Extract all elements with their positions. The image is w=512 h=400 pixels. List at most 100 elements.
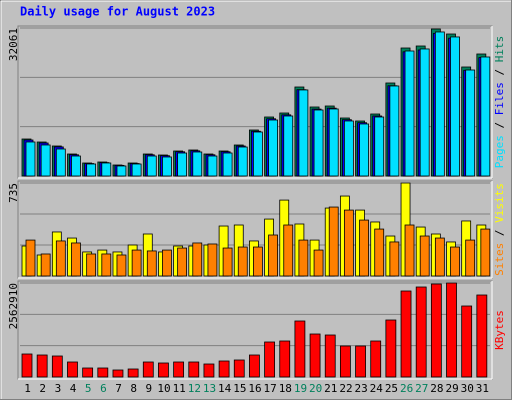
bar bbox=[339, 345, 351, 378]
bar bbox=[21, 353, 33, 378]
bar bbox=[313, 109, 324, 177]
bar bbox=[434, 31, 445, 177]
bar bbox=[385, 319, 397, 378]
x-tick-label: 4 bbox=[70, 382, 77, 395]
bar bbox=[86, 163, 97, 177]
bar bbox=[434, 237, 445, 277]
bar bbox=[25, 141, 36, 177]
bar bbox=[203, 363, 215, 378]
y-tick-label: 2562910 bbox=[7, 283, 20, 329]
legend: Sites / Visits bbox=[493, 183, 506, 276]
bar bbox=[268, 234, 278, 277]
bar bbox=[298, 239, 309, 277]
bar bbox=[324, 334, 336, 378]
bar bbox=[101, 162, 112, 177]
legend: KBytes bbox=[493, 310, 506, 350]
bar bbox=[294, 320, 306, 378]
x-tick-label: 6 bbox=[100, 382, 107, 395]
x-tick-label: 18 bbox=[279, 382, 292, 395]
x-tick-label: 1 bbox=[24, 382, 31, 395]
bar bbox=[415, 286, 427, 378]
x-tick-label: 19 bbox=[294, 382, 307, 395]
bar bbox=[389, 241, 400, 277]
bar bbox=[343, 120, 354, 177]
legend-separator: / bbox=[493, 115, 506, 135]
bar bbox=[222, 152, 233, 177]
bar bbox=[222, 247, 233, 277]
bar bbox=[279, 340, 291, 378]
bar bbox=[253, 131, 263, 177]
bar bbox=[370, 340, 382, 378]
x-tick-label: 29 bbox=[445, 382, 458, 395]
bar bbox=[450, 36, 460, 177]
x-tick-label: 15 bbox=[233, 382, 246, 395]
bar bbox=[131, 249, 142, 277]
bar bbox=[55, 148, 66, 177]
bar bbox=[40, 253, 51, 277]
bar bbox=[313, 249, 324, 277]
bar bbox=[192, 242, 203, 277]
legend-entry: Pages bbox=[493, 135, 506, 168]
bar bbox=[142, 361, 154, 378]
bar bbox=[355, 345, 366, 378]
x-tick-label: 5 bbox=[85, 382, 92, 395]
x-tick-label: 20 bbox=[309, 382, 322, 395]
x-tick-label: 8 bbox=[130, 382, 137, 395]
x-tick-label: 9 bbox=[146, 382, 153, 395]
x-tick-label: 14 bbox=[218, 382, 232, 395]
bar bbox=[116, 254, 127, 277]
bar bbox=[177, 152, 188, 177]
bar bbox=[188, 361, 200, 378]
chart-title: Daily usage for August 2023 bbox=[20, 5, 215, 19]
bar bbox=[162, 156, 172, 177]
bar bbox=[283, 115, 294, 177]
bar bbox=[476, 294, 488, 378]
bar bbox=[461, 305, 473, 378]
bar bbox=[162, 249, 172, 277]
bar bbox=[71, 155, 81, 177]
bar bbox=[40, 144, 51, 177]
bar bbox=[480, 228, 491, 277]
bar bbox=[71, 242, 81, 277]
x-tick-label: 12 bbox=[188, 382, 201, 395]
bar bbox=[400, 290, 412, 378]
legend-entry: KBytes bbox=[493, 310, 506, 350]
bar bbox=[146, 250, 157, 277]
bar bbox=[465, 239, 476, 277]
legend-entry: Files bbox=[493, 82, 506, 115]
bar bbox=[86, 253, 97, 277]
x-tick-label: 27 bbox=[415, 382, 428, 395]
bar bbox=[264, 341, 275, 378]
bar bbox=[51, 355, 63, 378]
bar bbox=[359, 123, 369, 177]
bar bbox=[268, 119, 278, 177]
bar bbox=[192, 151, 203, 177]
bar bbox=[283, 224, 294, 277]
bar bbox=[343, 209, 354, 277]
bar bbox=[430, 283, 442, 378]
x-tick-label: 17 bbox=[264, 382, 277, 395]
x-tick-label: 3 bbox=[55, 382, 62, 395]
legend-separator: / bbox=[493, 223, 506, 243]
x-tick-label: 7 bbox=[115, 382, 122, 395]
bar bbox=[419, 235, 430, 277]
bar bbox=[450, 246, 460, 277]
x-tick-label: 23 bbox=[355, 382, 368, 395]
bar bbox=[127, 368, 139, 378]
legend-entry: Sites bbox=[493, 243, 506, 276]
legend-entry: Hits bbox=[493, 36, 506, 63]
bar bbox=[101, 253, 112, 277]
bar bbox=[207, 155, 218, 177]
bar bbox=[116, 165, 127, 177]
x-tick-label: 25 bbox=[385, 382, 398, 395]
bar bbox=[328, 108, 339, 177]
x-tick-label: 13 bbox=[203, 382, 216, 395]
bar bbox=[446, 282, 457, 378]
bar bbox=[112, 369, 124, 378]
x-tick-label: 10 bbox=[157, 382, 170, 395]
bar bbox=[207, 243, 218, 277]
bar bbox=[173, 361, 185, 378]
bar bbox=[253, 246, 263, 277]
bar bbox=[389, 85, 400, 177]
